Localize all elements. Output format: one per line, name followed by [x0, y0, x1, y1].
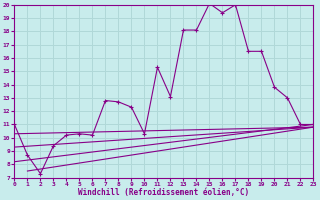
X-axis label: Windchill (Refroidissement éolien,°C): Windchill (Refroidissement éolien,°C) [78, 188, 250, 197]
